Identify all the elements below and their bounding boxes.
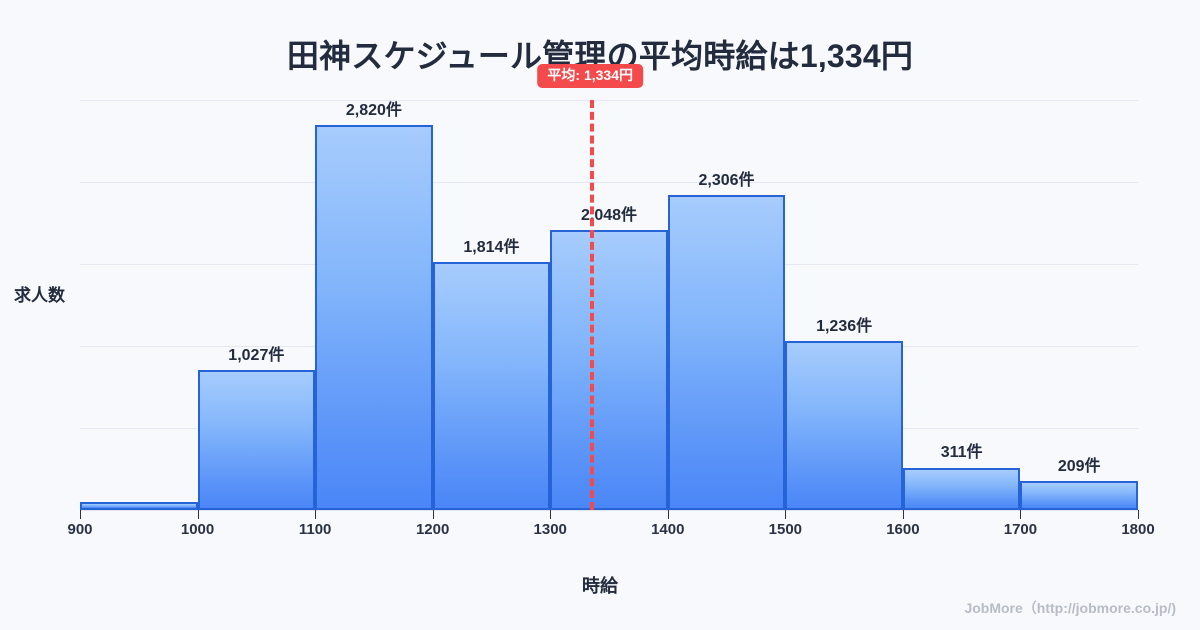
x-tick-label: 1000 xyxy=(180,521,215,538)
bar-value-label: 311件 xyxy=(940,444,983,462)
bar-value-label: 2,306件 xyxy=(698,171,755,189)
x-tick-label: 1400 xyxy=(651,521,685,538)
x-tick-mark xyxy=(902,510,904,519)
histogram-bar[interactable] xyxy=(315,124,433,510)
x-tick-label: 900 xyxy=(67,521,93,538)
gridline xyxy=(80,100,1138,101)
x-tick-label: 1700 xyxy=(1003,521,1038,538)
average-badge: 平均: 1,334円 xyxy=(537,64,643,89)
x-tick-label: 1600 xyxy=(886,521,920,538)
x-tick-mark xyxy=(432,510,434,519)
x-tick-mark xyxy=(80,510,81,519)
footer-credit: JobMore（http://jobmore.co.jp/) xyxy=(964,600,1176,616)
x-tick-mark xyxy=(1020,510,1022,519)
x-tick-mark xyxy=(785,510,787,519)
average-line xyxy=(590,100,595,510)
histogram-bar[interactable] xyxy=(667,194,786,510)
x-tick-label: 1800 xyxy=(1121,521,1155,538)
x-tick-mark xyxy=(1138,510,1139,519)
bar-value-label: 2,048件 xyxy=(580,207,638,225)
bar-value-label: 2,820件 xyxy=(345,101,402,119)
x-tick-mark xyxy=(550,510,552,519)
bar-value-label: 1,027件 xyxy=(228,346,285,364)
x-tick-label: 1500 xyxy=(768,521,803,538)
bar-value-label: 209件 xyxy=(1057,458,1101,476)
bar-value-label: 1,236件 xyxy=(816,318,873,336)
histogram-bar[interactable] xyxy=(550,230,668,510)
x-tick-mark xyxy=(667,510,669,519)
x-tick-label: 1100 xyxy=(298,521,332,538)
plot-area: 1,027件 2,820件 1,814件 2,048件 2,306件 1,236件 311件… xyxy=(80,64,1138,510)
x-tick-mark xyxy=(197,510,199,519)
histogram-bar[interactable] xyxy=(1020,481,1138,510)
x-axis-line xyxy=(80,510,1138,511)
histogram-bar[interactable] xyxy=(197,369,316,510)
histogram-bar[interactable] xyxy=(902,467,1021,510)
gridline xyxy=(80,182,1138,183)
histogram-bar[interactable] xyxy=(785,341,903,510)
x-tick-label: 1300 xyxy=(533,521,567,538)
y-axis-title: 求人数 xyxy=(14,286,65,305)
histogram-bar[interactable] xyxy=(432,262,551,510)
x-axis-title: 時給 xyxy=(582,576,618,596)
x-tick-mark xyxy=(315,510,317,519)
bar-value-label: 1,814件 xyxy=(463,239,520,257)
bars: 1,027件 2,820件 1,814件 2,048件 2,306件 1,236件 311件… xyxy=(80,100,1138,510)
histogram-bar[interactable] xyxy=(80,501,198,510)
x-tick-label: 1200 xyxy=(415,521,450,538)
